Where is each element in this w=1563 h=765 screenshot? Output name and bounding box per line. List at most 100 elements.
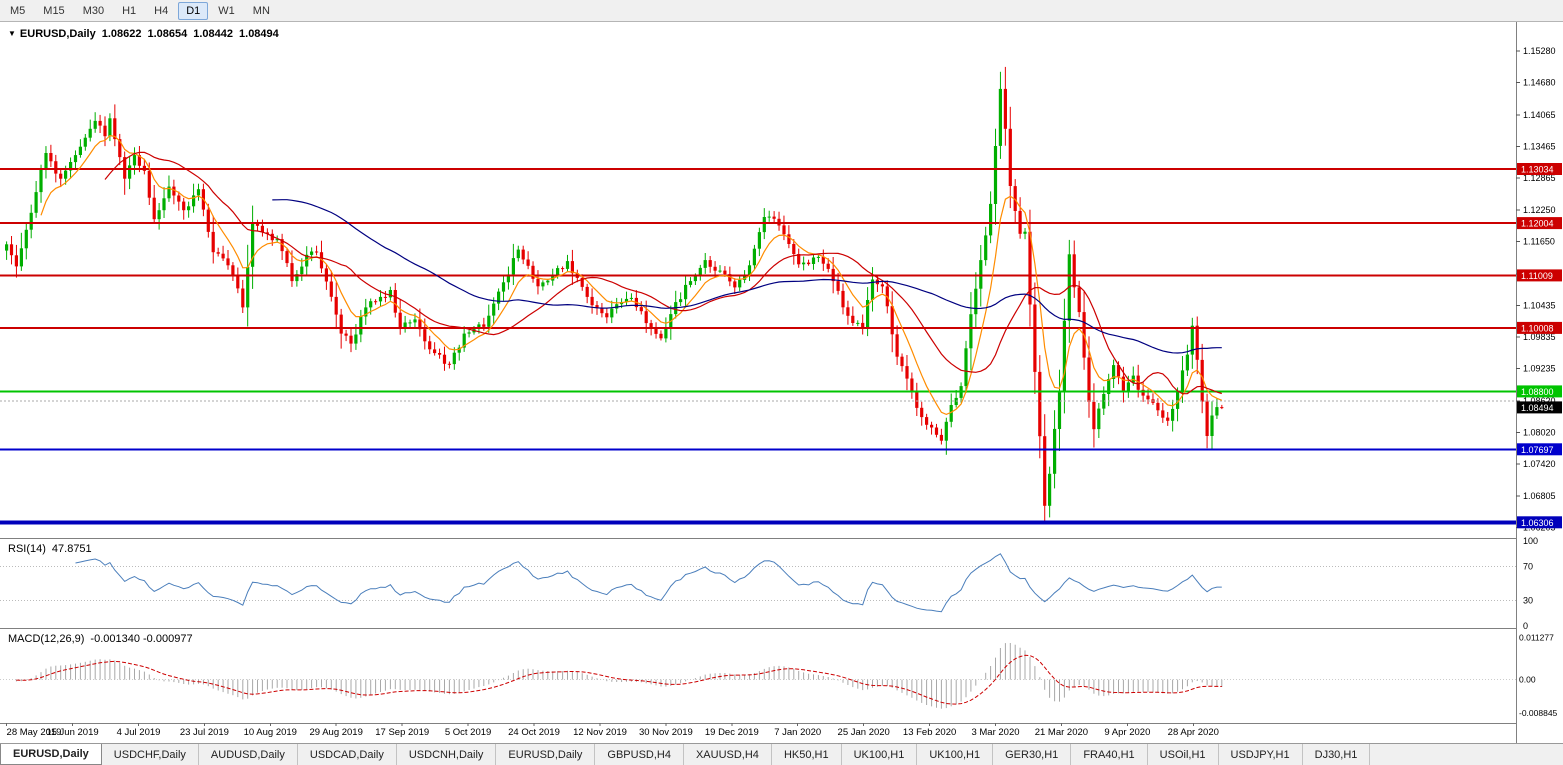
ohlc-low: 1.08442 bbox=[193, 28, 234, 40]
price-axis-tick: 1.12865 bbox=[1523, 173, 1556, 183]
time-axis-label: 30 Nov 2019 bbox=[639, 727, 693, 738]
price-axis-tick: 1.12250 bbox=[1523, 205, 1556, 215]
macd-axis-tick: 0.011277 bbox=[1519, 632, 1554, 642]
price-axis-tick: 1.07420 bbox=[1523, 459, 1556, 469]
timeframe-button-d1[interactable]: D1 bbox=[178, 1, 209, 20]
chart-tab-gbpusd-h4[interactable]: GBPUSD,H4 bbox=[595, 744, 684, 765]
price-level-label bbox=[1517, 163, 1562, 175]
rsi-axis-tick: 100 bbox=[1523, 536, 1538, 546]
price-axis[interactable]: 1.15280 1.14680 1.14065 1.13465 1.12865 1.122… bbox=[1516, 22, 1563, 743]
rsi-axis-tick: 0 bbox=[1523, 621, 1528, 631]
svg-text:1.13034: 1.13034 bbox=[1521, 165, 1554, 175]
macd-axis-tick: 0.00 bbox=[1519, 675, 1536, 685]
timeframe-button-m30[interactable]: M30 bbox=[82, 4, 105, 17]
price-level-label bbox=[1517, 321, 1562, 334]
price-axis-tick: 1.15280 bbox=[1523, 46, 1556, 56]
chart-tab-hk50-h1[interactable]: HK50,H1 bbox=[772, 744, 842, 765]
time-axis-label: 21 Mar 2020 bbox=[1035, 727, 1088, 738]
time-axis-label: 10 Aug 2019 bbox=[244, 727, 297, 738]
svg-text:1.07697: 1.07697 bbox=[1521, 445, 1554, 455]
price-axis-tick: 1.08620 bbox=[1523, 396, 1556, 406]
macd-axis-tick: -0.008845 bbox=[1519, 708, 1558, 718]
rsi-line bbox=[75, 553, 1222, 613]
price-level-label bbox=[1517, 217, 1562, 230]
svg-text:1.06306: 1.06306 bbox=[1521, 518, 1554, 528]
price-axis-tick: 1.11650 bbox=[1523, 237, 1555, 247]
svg-text:1.12004: 1.12004 bbox=[1521, 219, 1554, 229]
ma-line-55 bbox=[272, 199, 1222, 354]
chart-tab-eurusd-daily[interactable]: EURUSD,Daily bbox=[496, 744, 596, 765]
timeframe-toolbar: M5 M15 M30 H1 H4 D1 W1 MN bbox=[0, 0, 1563, 22]
candles bbox=[5, 66, 1224, 524]
time-axis-label: 19 Dec 2019 bbox=[705, 727, 759, 738]
chart-tab-usdcad-daily[interactable]: USDCAD,Daily bbox=[298, 744, 397, 765]
time-axis-label: 28 May 2019 bbox=[7, 727, 62, 738]
rsi-axis-tick: 70 bbox=[1523, 562, 1533, 572]
timeframe-button-h4[interactable]: H4 bbox=[154, 4, 169, 17]
chart-tab-uk100-h1[interactable]: UK100,H1 bbox=[917, 744, 994, 765]
chart-tab-eurusd-daily[interactable]: EURUSD,Daily bbox=[0, 744, 102, 765]
price-axis-tick: 1.09835 bbox=[1523, 332, 1556, 342]
chart-tab-usdcnh-daily[interactable]: USDCNH,Daily bbox=[397, 744, 497, 765]
time-axis-label: 7 Jan 2020 bbox=[774, 727, 821, 738]
chart-window[interactable]: ▼ EURUSD,Daily 1.08622 1.08654 1.08442 1.0849… bbox=[0, 22, 1563, 743]
time-axis-label: 24 Oct 2019 bbox=[508, 727, 560, 738]
ohlc-close: 1.08494 bbox=[239, 28, 279, 40]
macd-indicator-label: MACD(12,26,9) -0.001340 -0.000977 bbox=[8, 633, 193, 645]
moving-average-lines bbox=[40, 134, 1223, 416]
ma-line-8 bbox=[40, 134, 1223, 416]
time-axis-label: 15 Jun 2019 bbox=[46, 727, 98, 738]
time-axis-label: 13 Feb 2020 bbox=[903, 727, 956, 738]
time-axis-label: 12 Nov 2019 bbox=[573, 727, 627, 738]
price-axis-tick: 1.09235 bbox=[1523, 364, 1556, 374]
chart-tab-xauusd-h4[interactable]: XAUUSD,H4 bbox=[684, 744, 772, 765]
svg-text:1.10008: 1.10008 bbox=[1521, 323, 1554, 333]
chart-tab-ger30-h1[interactable]: GER30,H1 bbox=[993, 744, 1072, 765]
price-level-label bbox=[1517, 401, 1562, 414]
price-level-label bbox=[1517, 443, 1562, 456]
svg-text:1.08494: 1.08494 bbox=[1521, 403, 1554, 413]
time-axis-label: 23 Jul 2019 bbox=[180, 727, 229, 738]
time-axis-label: 5 Oct 2019 bbox=[445, 727, 491, 738]
price-level-label bbox=[1517, 385, 1562, 398]
price-level-label bbox=[1517, 516, 1562, 529]
time-axis-label: 4 Jul 2019 bbox=[117, 727, 161, 738]
time-axis-label: 29 Aug 2019 bbox=[310, 727, 363, 738]
chart-tab-audusd-daily[interactable]: AUDUSD,Daily bbox=[199, 744, 298, 765]
time-axis-label: 9 Apr 2020 bbox=[1104, 727, 1150, 738]
chart-tab-uk100-h1[interactable]: UK100,H1 bbox=[842, 744, 918, 765]
price-axis-tick: 1.06805 bbox=[1523, 491, 1556, 501]
ohlc-high: 1.08654 bbox=[147, 28, 188, 40]
chart-tab-fra40-h1[interactable]: FRA40,H1 bbox=[1071, 744, 1148, 765]
rsi-value: 47.8751 bbox=[51, 543, 92, 555]
chart-symbol-label: EURUSD,Daily bbox=[19, 28, 96, 40]
svg-text:1.11009: 1.11009 bbox=[1521, 271, 1553, 281]
chart-tab-usoil-h1[interactable]: USOil,H1 bbox=[1148, 744, 1219, 765]
timeframe-button-mn[interactable]: MN bbox=[252, 4, 270, 17]
collapse-chart-icon[interactable]: ▼ bbox=[8, 29, 16, 38]
time-axis-label: 25 Jan 2020 bbox=[838, 727, 890, 738]
price-axis-tick: 1.08020 bbox=[1523, 427, 1556, 437]
rsi-indicator-label: RSI(14) 47.8751 bbox=[8, 543, 92, 555]
chart-tab-usdjpy-h1[interactable]: USDJPY,H1 bbox=[1219, 744, 1303, 765]
time-axis-label: 3 Mar 2020 bbox=[971, 727, 1019, 738]
price-chart[interactable]: 1.15280 1.14680 1.14065 1.13465 1.12865 1.122… bbox=[0, 22, 1563, 743]
price-axis-tick: 1.13465 bbox=[1523, 141, 1556, 151]
time-axis-label: 17 Sep 2019 bbox=[375, 727, 429, 738]
ohlc-open: 1.08622 bbox=[101, 28, 142, 40]
timeframe-button-m5[interactable]: M5 bbox=[10, 4, 26, 17]
macd-value: -0.001340 -0.000977 bbox=[90, 633, 193, 645]
timeframe-button-h1[interactable]: H1 bbox=[122, 4, 137, 17]
timeframe-button-w1[interactable]: W1 bbox=[218, 4, 235, 17]
ma-line-21 bbox=[104, 151, 1222, 395]
chart-tab-dj30-h1[interactable]: DJ30,H1 bbox=[1303, 744, 1371, 765]
chart-title: ▼ EURUSD,Daily 1.08622 1.08654 1.08442 1.0849… bbox=[8, 28, 279, 40]
price-axis-tick: 1.10435 bbox=[1523, 301, 1556, 311]
timeframe-button-m15[interactable]: M15 bbox=[43, 4, 65, 17]
macd-signal-line bbox=[16, 654, 1222, 705]
time-axis-label: 28 Apr 2020 bbox=[1168, 727, 1219, 738]
chart-tabbar: EURUSD,Daily USDCHF,Daily AUDUSD,Daily USDC… bbox=[0, 743, 1563, 765]
svg-text:1.08800: 1.08800 bbox=[1521, 387, 1554, 397]
chart-tab-usdchf-daily[interactable]: USDCHF,Daily bbox=[102, 744, 199, 765]
